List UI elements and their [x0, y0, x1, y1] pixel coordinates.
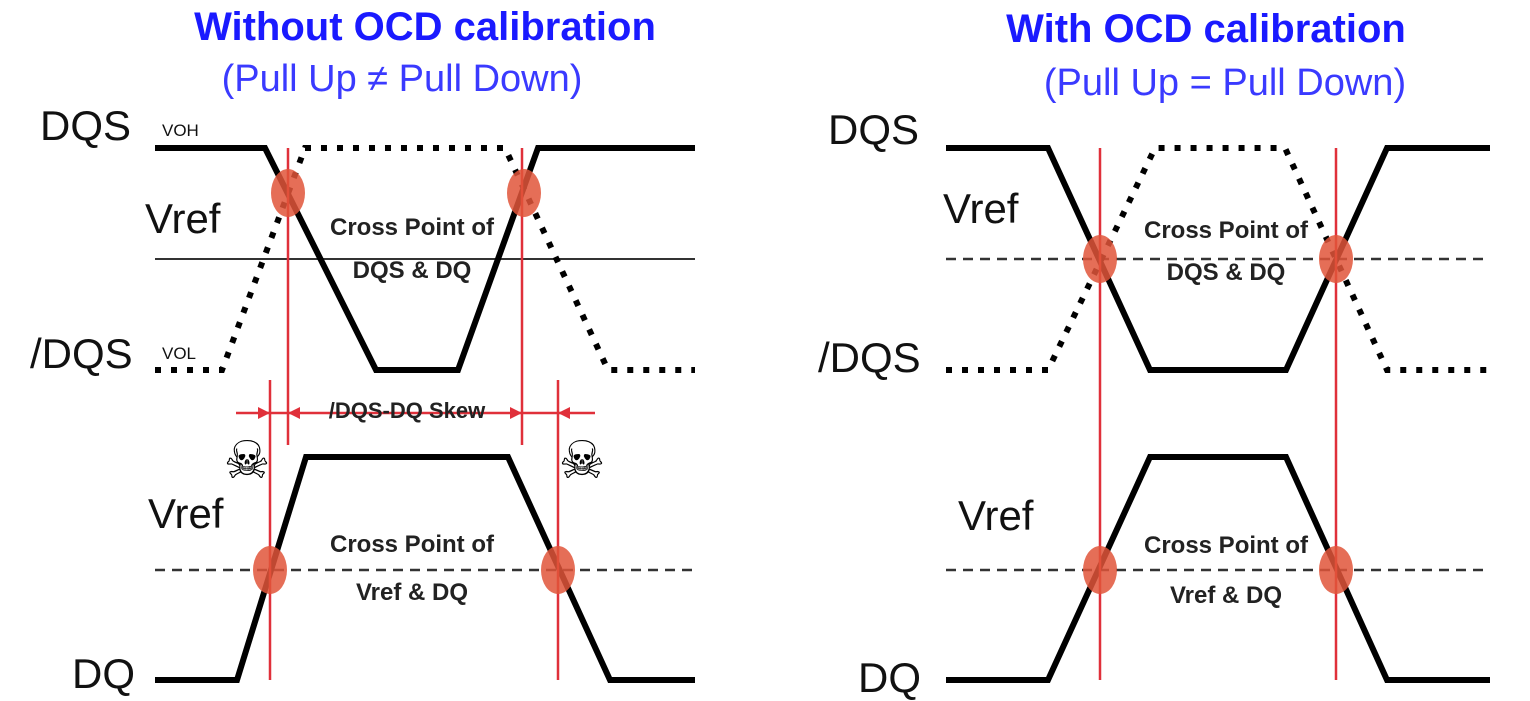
right-panel: With OCD calibration (Pull Up = Pull Dow… — [818, 7, 1490, 701]
right-dq-label: DQ — [858, 654, 921, 701]
right-cross-point-dqs-1 — [1083, 235, 1117, 283]
right-dqs-waveform — [946, 145, 1490, 373]
right-vref-top-label: Vref — [943, 185, 1019, 232]
right-cross-point-vref-1 — [1083, 546, 1117, 594]
left-dqs-waveform — [155, 145, 695, 373]
left-skew-label: /DQS-DQ Skew — [329, 398, 486, 423]
left-cross-vref-text-1: Cross Point of — [330, 531, 495, 558]
left-dqs-label: DQS — [40, 102, 131, 149]
right-title: With OCD calibration — [1006, 7, 1406, 51]
left-subtitle: (Pull Up ≠ Pull Down) — [222, 58, 583, 100]
left-panel: Without OCD calibration (Pull Up ≠ Pull … — [30, 5, 695, 697]
right-ndqs-waveform — [946, 145, 1490, 373]
right-dq-waveform — [946, 454, 1490, 683]
left-title: Without OCD calibration — [194, 5, 656, 49]
left-dq-label: DQ — [72, 650, 135, 697]
right-cross-dqs-text-2: DQS & DQ — [1167, 259, 1286, 286]
left-dq-waveform — [155, 454, 695, 683]
left-ndqs-label: /DQS — [30, 330, 133, 377]
left-cross-dqs-text-2: DQS & DQ — [353, 257, 472, 284]
right-cross-point-dqs-2 — [1319, 235, 1353, 283]
right-cross-point-vref-2 — [1319, 546, 1353, 594]
right-cross-vref-text-2: Vref & DQ — [1170, 582, 1282, 609]
right-vref-bottom-label: Vref — [958, 492, 1034, 539]
skull-and-crossbones-icon: ☠ — [559, 431, 606, 491]
left-cross-point-dqs-2 — [507, 169, 541, 217]
left-cross-dqs-text-1: Cross Point of — [330, 214, 495, 241]
right-dqs-label: DQS — [828, 106, 919, 153]
left-ndqs-waveform — [155, 145, 695, 373]
left-vol-label: VOL — [162, 344, 196, 363]
skull-and-crossbones-icon: ☠ — [224, 431, 271, 491]
left-skew-indicator — [236, 407, 595, 419]
right-cross-dqs-text-1: Cross Point of — [1144, 217, 1309, 244]
right-cross-vref-text-1: Cross Point of — [1144, 532, 1309, 559]
right-subtitle: (Pull Up = Pull Down) — [1044, 62, 1406, 104]
left-cross-vref-text-2: Vref & DQ — [356, 579, 468, 606]
left-vref-top-label: Vref — [145, 195, 221, 242]
left-cross-point-vref-1 — [253, 546, 287, 594]
left-cross-point-vref-2 — [541, 546, 575, 594]
left-cross-point-dqs-1 — [271, 169, 305, 217]
right-ndqs-label: /DQS — [818, 334, 921, 381]
left-voh-label: VOH — [162, 121, 199, 140]
left-vref-bottom-label: Vref — [148, 490, 224, 537]
